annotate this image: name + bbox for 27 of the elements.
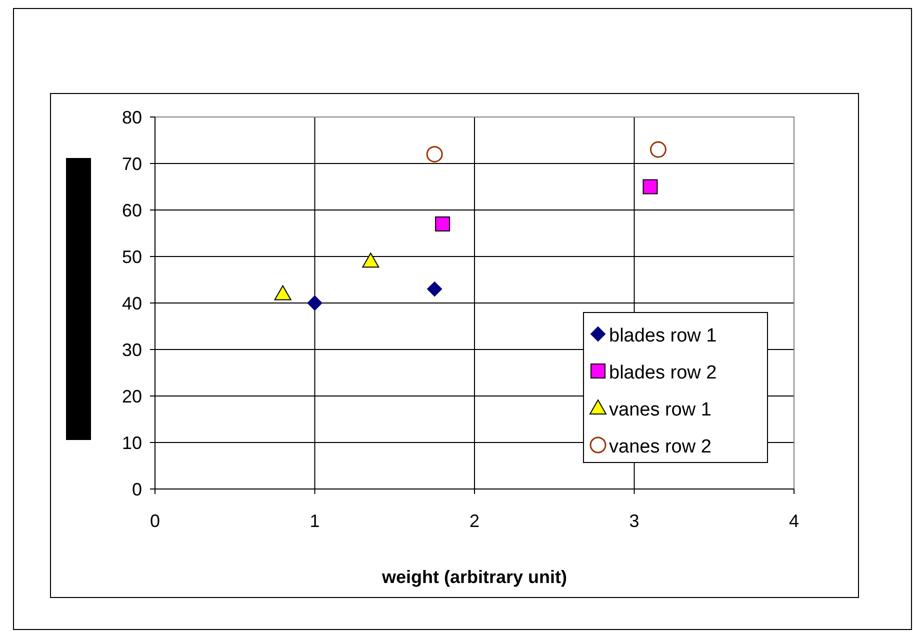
y-tick-label: 30 [122,340,142,360]
point [426,146,443,162]
point [427,282,442,297]
x-tick-label: 0 [150,511,160,531]
legend-label: blades row 1 [609,326,717,347]
point [642,179,658,194]
legend-label: blades row 2 [609,362,717,384]
x-tick-label: 4 [788,511,800,531]
point [274,285,292,300]
y-tick-label: 50 [122,246,142,267]
legend-label: vanes row 2 [609,436,712,458]
y-tick-label: 20 [122,386,142,406]
x-tick-label: 1 [310,511,320,531]
x-tick-label: 2 [469,511,480,531]
point [307,296,322,310]
y-tick-label: 40 [122,293,142,314]
y-tick-label: 0 [132,479,142,500]
x-axis-title: weight (arbitrary unit) [380,567,568,587]
legend-label: vanes row 1 [609,400,712,421]
point [435,216,450,232]
y-tick-label: 60 [122,200,142,220]
point [650,141,666,158]
point [362,252,380,268]
y-tick-label: 70 [122,154,142,174]
y-tick-label: 80 [122,107,142,128]
x-tick-label: 3 [629,511,640,531]
y-tick-label: 10 [122,432,142,453]
